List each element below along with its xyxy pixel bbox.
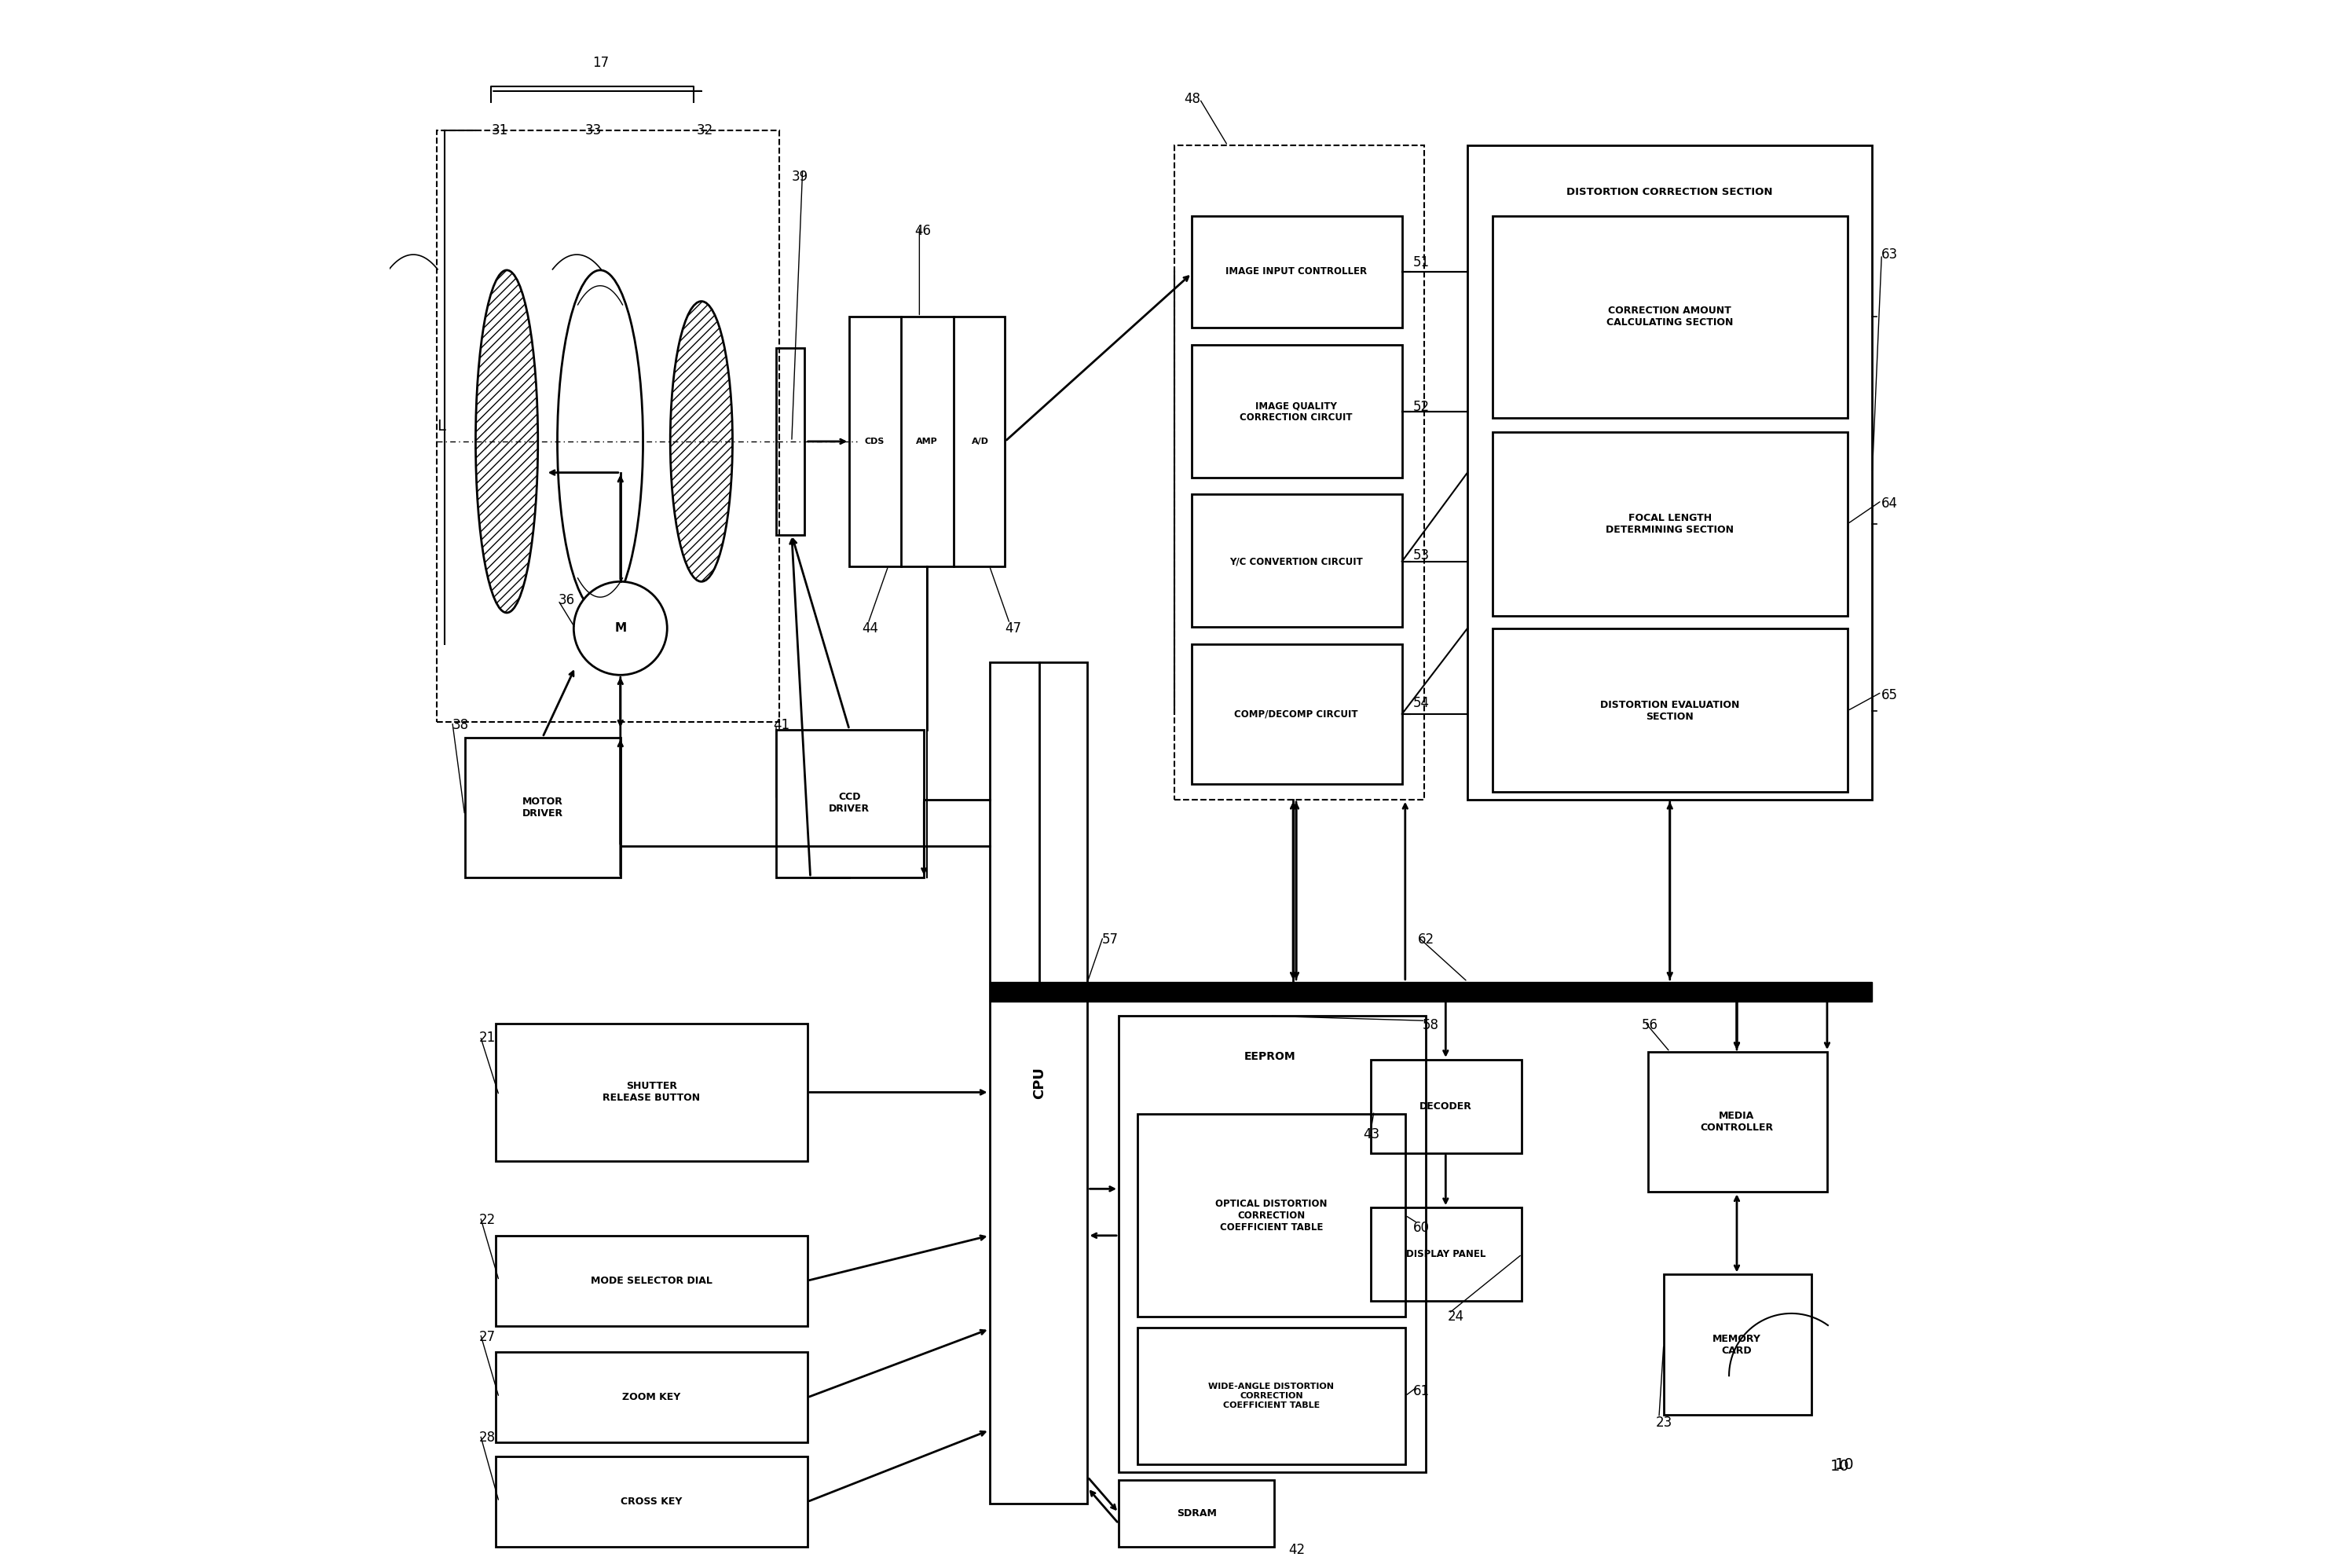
- Bar: [495, 1457, 806, 1548]
- Text: 32: 32: [696, 122, 713, 136]
- Bar: [465, 737, 619, 878]
- Text: 38: 38: [453, 718, 470, 732]
- Text: ZOOM KEY: ZOOM KEY: [622, 1392, 680, 1403]
- Bar: [1664, 1275, 1811, 1414]
- Text: MOTOR
DRIVER: MOTOR DRIVER: [521, 797, 563, 818]
- Text: 36: 36: [559, 593, 575, 607]
- Text: 10: 10: [1835, 1457, 1853, 1472]
- Text: 23: 23: [1657, 1416, 1673, 1430]
- Text: 33: 33: [584, 122, 601, 136]
- Text: CORRECTION AMOUNT
CALCULATING SECTION: CORRECTION AMOUNT CALCULATING SECTION: [1606, 306, 1734, 328]
- Text: 48: 48: [1185, 93, 1201, 107]
- Text: DISTORTION EVALUATION
SECTION: DISTORTION EVALUATION SECTION: [1601, 699, 1739, 721]
- Text: CCD
DRIVER: CCD DRIVER: [830, 792, 869, 814]
- Text: 62: 62: [1419, 933, 1435, 947]
- Text: DECODER: DECODER: [1419, 1101, 1472, 1112]
- Text: 21: 21: [479, 1030, 495, 1044]
- Bar: [1493, 629, 1846, 792]
- Text: 28: 28: [479, 1432, 495, 1446]
- Text: MODE SELECTOR DIAL: MODE SELECTOR DIAL: [591, 1276, 713, 1286]
- Bar: [989, 982, 1872, 1002]
- Text: L: L: [437, 419, 446, 433]
- Text: 46: 46: [914, 224, 930, 238]
- Text: 42: 42: [1288, 1543, 1304, 1557]
- Text: WIDE-ANGLE DISTORTION
CORRECTION
COEFFICIENT TABLE: WIDE-ANGLE DISTORTION CORRECTION COEFFIC…: [1208, 1383, 1334, 1410]
- Text: CROSS KEY: CROSS KEY: [622, 1497, 682, 1507]
- Bar: [1192, 216, 1402, 328]
- Text: CPU: CPU: [1033, 1066, 1047, 1099]
- Text: 31: 31: [491, 122, 507, 136]
- Text: EEPROM: EEPROM: [1243, 1051, 1295, 1062]
- Bar: [848, 317, 1005, 566]
- Text: OPTICAL DISTORTION
CORRECTION
COEFFICIENT TABLE: OPTICAL DISTORTION CORRECTION COEFFICIEN…: [1215, 1198, 1327, 1232]
- Bar: [495, 1236, 806, 1327]
- Text: A/D: A/D: [972, 437, 989, 445]
- Text: 61: 61: [1414, 1385, 1430, 1399]
- Bar: [1192, 644, 1402, 784]
- Bar: [1192, 345, 1402, 477]
- Text: DISPLAY PANEL: DISPLAY PANEL: [1407, 1250, 1486, 1259]
- Text: Y/C CONVERTION CIRCUIT: Y/C CONVERTION CIRCUIT: [1229, 557, 1362, 566]
- Text: 56: 56: [1643, 1018, 1659, 1032]
- Text: FOCAL LENGTH
DETERMINING SECTION: FOCAL LENGTH DETERMINING SECTION: [1606, 513, 1734, 535]
- Ellipse shape: [671, 301, 731, 582]
- Text: 60: 60: [1414, 1221, 1430, 1236]
- Bar: [1138, 1328, 1405, 1465]
- Text: COMP/DECOMP CIRCUIT: COMP/DECOMP CIRCUIT: [1234, 709, 1358, 720]
- Text: 27: 27: [479, 1330, 495, 1344]
- Text: 52: 52: [1414, 400, 1430, 414]
- Text: 51: 51: [1414, 256, 1430, 270]
- Text: 53: 53: [1414, 549, 1430, 563]
- Bar: [1372, 1060, 1521, 1152]
- Bar: [1176, 146, 1423, 800]
- Text: DISTORTION CORRECTION SECTION: DISTORTION CORRECTION SECTION: [1566, 187, 1774, 198]
- Text: MEDIA
CONTROLLER: MEDIA CONTROLLER: [1701, 1110, 1774, 1134]
- Text: 54: 54: [1414, 696, 1430, 710]
- Bar: [495, 1352, 806, 1443]
- Text: SHUTTER
RELEASE BUTTON: SHUTTER RELEASE BUTTON: [603, 1082, 701, 1104]
- Text: 10: 10: [1830, 1458, 1849, 1474]
- Text: SDRAM: SDRAM: [1176, 1508, 1218, 1518]
- Text: 17: 17: [591, 56, 610, 71]
- Bar: [1493, 216, 1846, 419]
- Bar: [1138, 1115, 1405, 1317]
- Text: 24: 24: [1447, 1309, 1463, 1323]
- Bar: [1372, 1207, 1521, 1301]
- Text: 39: 39: [792, 169, 809, 183]
- Text: MEMORY
CARD: MEMORY CARD: [1713, 1333, 1762, 1356]
- Text: AMP: AMP: [916, 437, 937, 445]
- Bar: [1648, 1052, 1828, 1192]
- Circle shape: [573, 582, 666, 674]
- Text: IMAGE QUALITY
CORRECTION CIRCUIT: IMAGE QUALITY CORRECTION CIRCUIT: [1241, 401, 1353, 423]
- Text: 41: 41: [774, 718, 790, 732]
- Ellipse shape: [477, 270, 538, 613]
- Text: 64: 64: [1881, 497, 1898, 511]
- Text: M: M: [615, 622, 626, 633]
- Bar: [1192, 494, 1402, 627]
- Bar: [1119, 1016, 1426, 1472]
- Text: 37: 37: [1101, 988, 1117, 1002]
- Text: 47: 47: [1005, 621, 1021, 635]
- Text: 44: 44: [862, 621, 879, 635]
- Text: 63: 63: [1881, 248, 1898, 262]
- Text: 58: 58: [1423, 1018, 1440, 1032]
- Text: 43: 43: [1362, 1127, 1379, 1142]
- Bar: [989, 663, 1087, 1504]
- Ellipse shape: [556, 270, 643, 613]
- Bar: [776, 348, 804, 535]
- Bar: [1468, 146, 1872, 800]
- Bar: [1119, 1480, 1274, 1548]
- Text: 57: 57: [1101, 933, 1117, 947]
- Text: IMAGE INPUT CONTROLLER: IMAGE INPUT CONTROLLER: [1225, 267, 1367, 278]
- Bar: [437, 130, 778, 721]
- Text: CDS: CDS: [865, 437, 883, 445]
- Text: 65: 65: [1881, 688, 1898, 702]
- Bar: [1493, 433, 1846, 616]
- Text: 22: 22: [479, 1214, 495, 1228]
- Bar: [776, 729, 923, 878]
- Bar: [495, 1024, 806, 1160]
